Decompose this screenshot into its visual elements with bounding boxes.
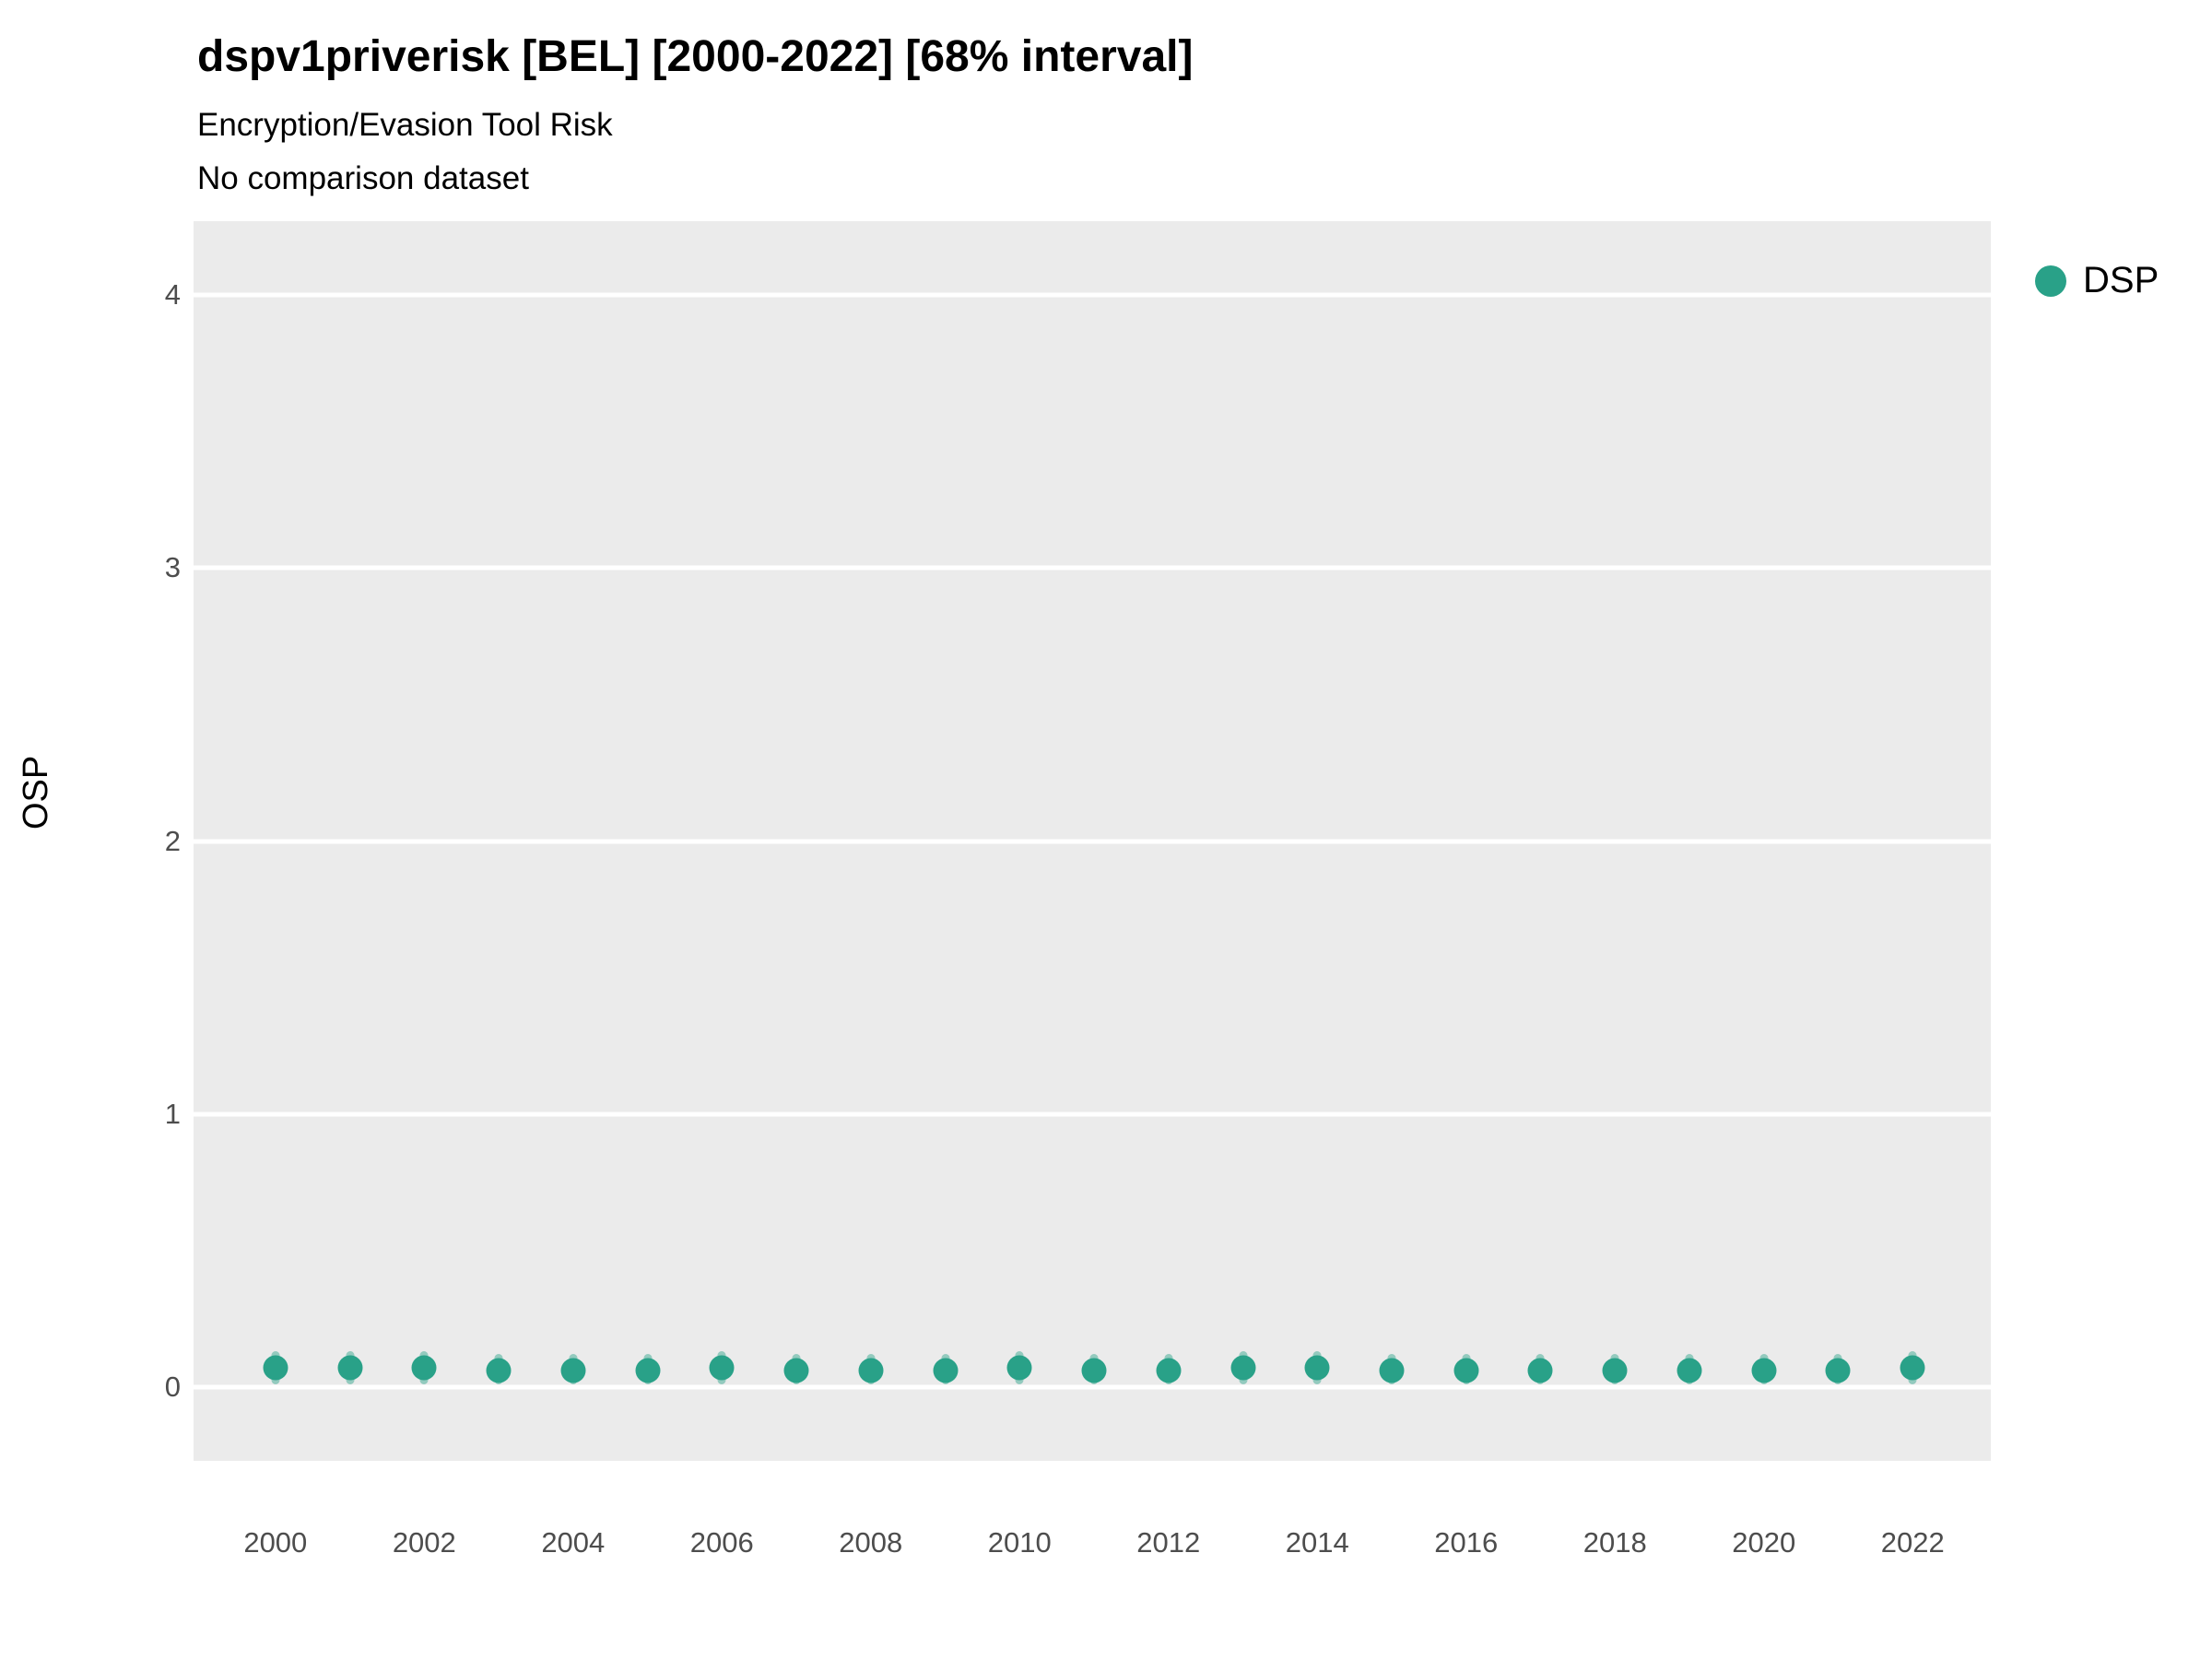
y-tick-label: 3 — [164, 551, 181, 584]
plot-panel — [194, 221, 1991, 1461]
data-point — [709, 1355, 735, 1381]
data-point — [1006, 1355, 1032, 1381]
y-axis-label: OSP — [17, 755, 55, 830]
x-tick-label: 2000 — [243, 1526, 308, 1559]
data-point — [1751, 1358, 1777, 1383]
data-point — [1379, 1358, 1405, 1383]
data-point — [1602, 1358, 1628, 1383]
data-point — [1527, 1358, 1553, 1383]
y-tick-label: 2 — [164, 824, 181, 857]
data-point — [486, 1358, 512, 1383]
x-tick-label: 2008 — [839, 1526, 903, 1559]
legend-dsp-swatch — [2035, 265, 2066, 297]
y-gridline — [194, 565, 1991, 571]
y-gridline — [194, 1112, 1991, 1117]
data-point — [783, 1358, 809, 1383]
y-gridline — [194, 292, 1991, 298]
x-tick-label: 2016 — [1434, 1526, 1499, 1559]
x-tick-label: 2002 — [392, 1526, 456, 1559]
y-tick-label: 1 — [164, 1097, 181, 1130]
chart-note: No comparison dataset — [197, 160, 529, 196]
x-tick-label: 2006 — [689, 1526, 754, 1559]
data-point — [1825, 1358, 1851, 1383]
data-point — [1900, 1355, 1925, 1381]
x-tick-label: 2012 — [1136, 1526, 1201, 1559]
data-point — [1081, 1358, 1107, 1383]
y-gridline — [194, 1384, 1991, 1390]
y-tick-label: 0 — [164, 1371, 181, 1403]
x-tick-label: 2020 — [1732, 1526, 1796, 1559]
data-point — [1453, 1358, 1479, 1383]
legend: DSP — [2035, 260, 2159, 301]
data-point — [560, 1358, 586, 1383]
data-point — [1304, 1355, 1330, 1381]
data-point — [858, 1358, 884, 1383]
y-gridline — [194, 839, 1991, 843]
x-tick-label: 2022 — [1880, 1526, 1945, 1559]
chart-subtitle: Encryption/Evasion Tool Risk — [197, 107, 613, 143]
y-tick-label: 4 — [164, 277, 181, 311]
x-tick-label: 2018 — [1583, 1526, 1647, 1559]
data-point — [933, 1358, 959, 1383]
x-tick-label: 2004 — [541, 1526, 606, 1559]
data-point — [1156, 1358, 1182, 1383]
chart-title: dspv1priverisk [BEL] [2000-2022] [68% in… — [197, 32, 1194, 81]
legend-dsp-label: DSP — [2083, 260, 2159, 300]
x-tick-label: 2014 — [1285, 1526, 1349, 1559]
x-tick-label: 2010 — [987, 1526, 1052, 1559]
data-point — [1677, 1358, 1702, 1383]
data-point — [635, 1358, 661, 1383]
data-point — [1230, 1355, 1255, 1381]
data-point — [263, 1355, 288, 1381]
data-point — [411, 1355, 437, 1381]
data-point — [337, 1355, 363, 1381]
